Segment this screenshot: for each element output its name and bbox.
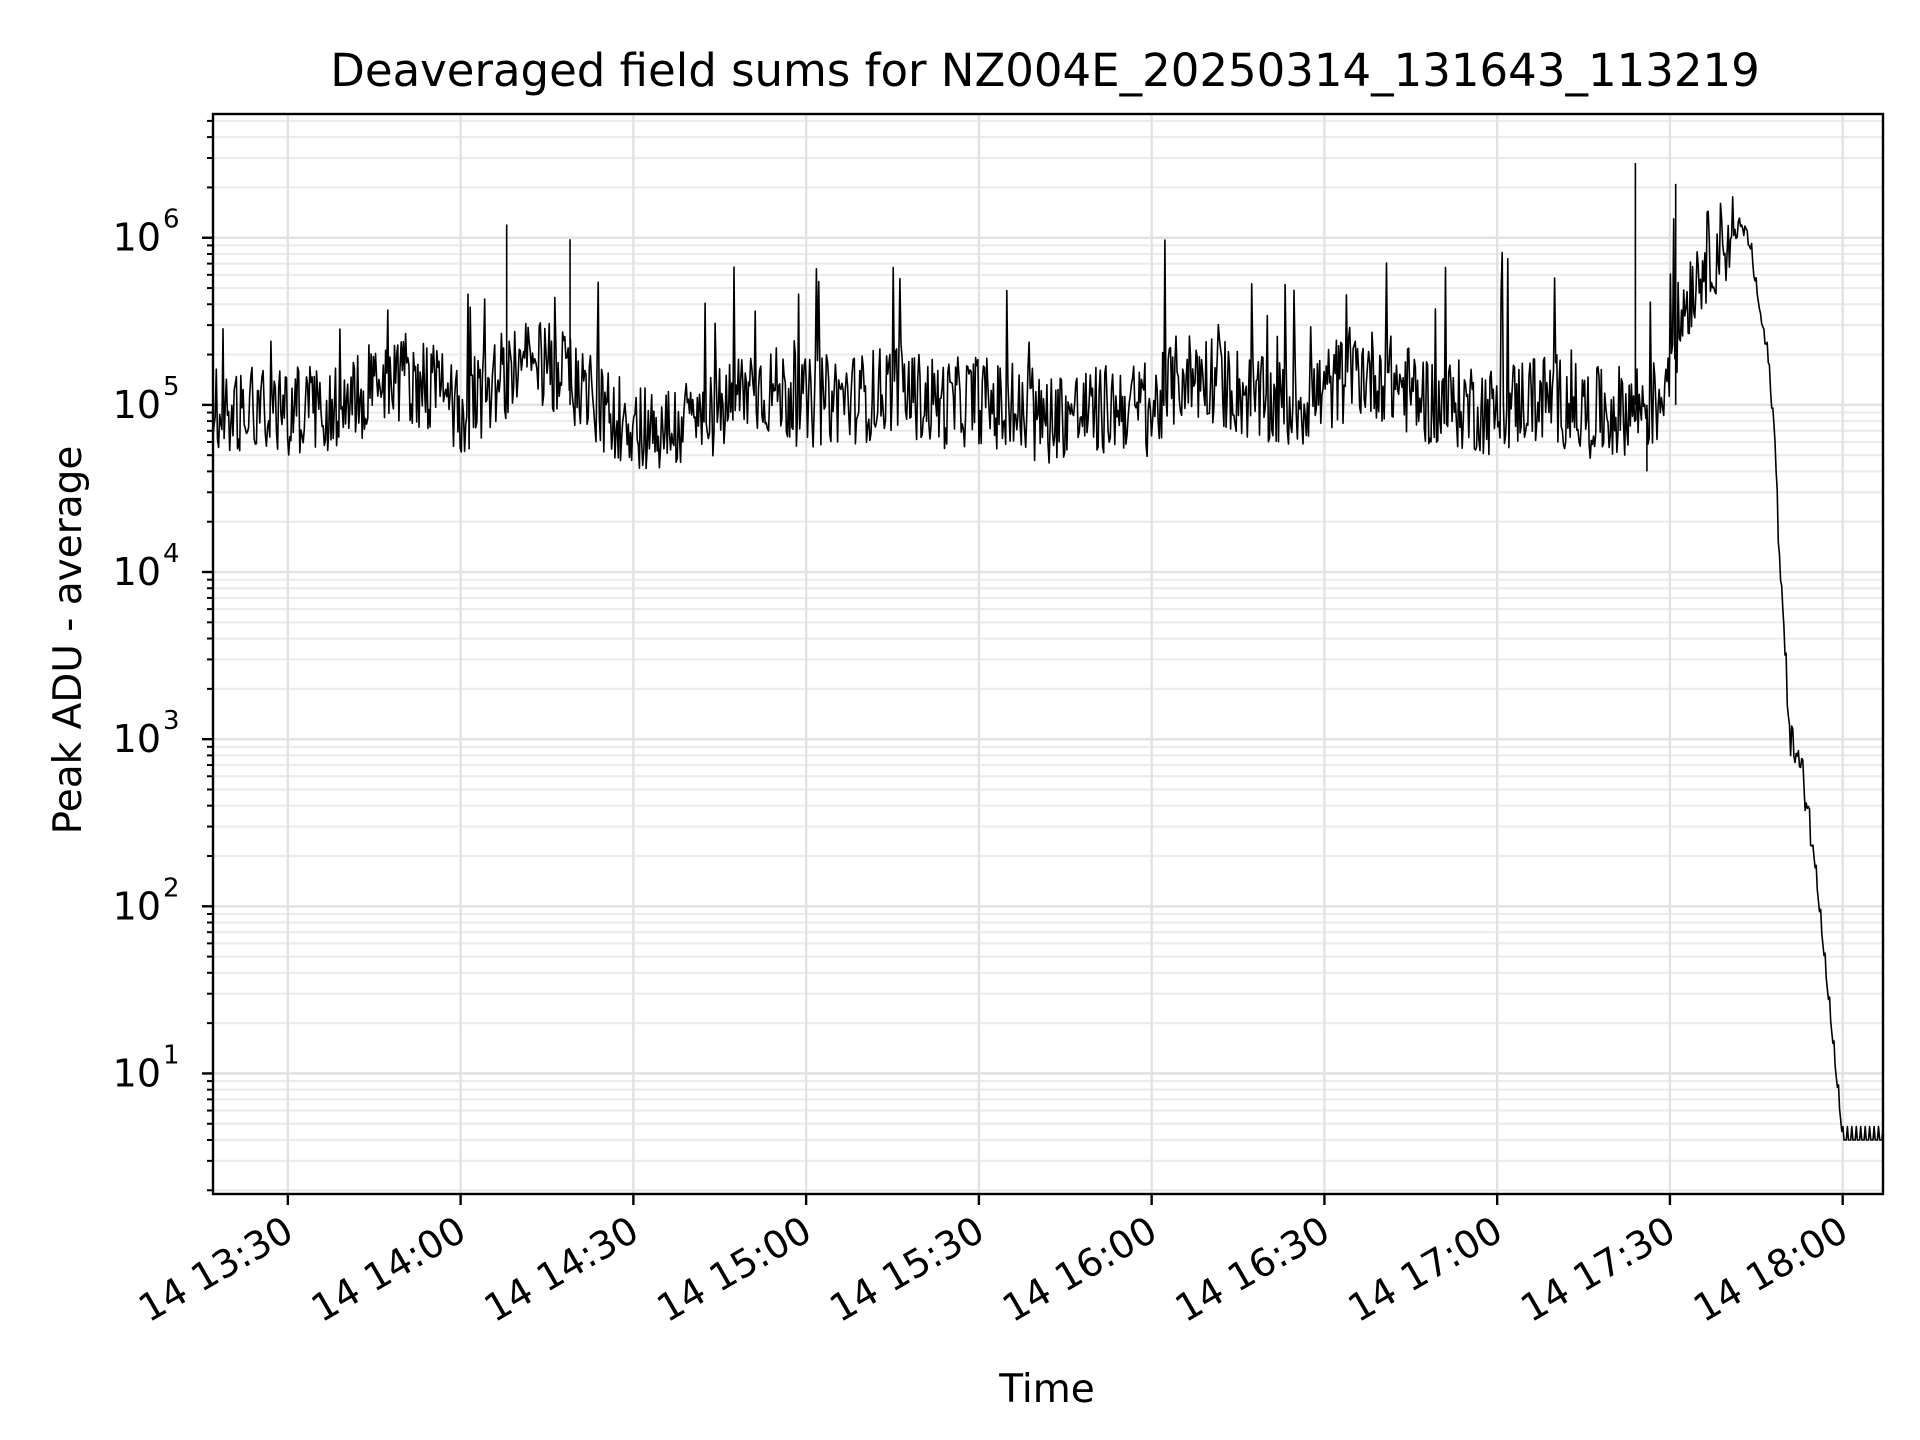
x-tick-label: 14 17:30: [1513, 1208, 1682, 1331]
y-tick-label: 10: [113, 550, 161, 594]
y-tick-exponent: 6: [163, 205, 180, 235]
y-tick-label: 10: [113, 1051, 161, 1095]
x-tick-label: 14 13:30: [131, 1208, 300, 1331]
y-tick-label: 10: [113, 717, 161, 761]
x-tick-label: 14 15:30: [822, 1208, 991, 1331]
x-tick-label: 14 16:30: [1168, 1208, 1337, 1331]
y-tick-exponent: 1: [163, 1040, 180, 1070]
x-axis-label: Time: [998, 1367, 1094, 1412]
y-tick-label: 10: [113, 383, 161, 427]
y-axis-label: Peak ADU - average: [46, 446, 91, 835]
y-tick-label: 10: [113, 216, 161, 260]
x-tick-label: 14 18:00: [1686, 1208, 1855, 1331]
x-tick-label: 14 15:00: [649, 1208, 818, 1331]
y-tick-exponent: 2: [163, 873, 180, 903]
x-tick-label: 14 16:00: [995, 1208, 1164, 1331]
series-line: [212, 196, 1884, 1141]
y-tick-exponent: 3: [163, 706, 180, 736]
y-tick-exponent: 5: [163, 372, 180, 402]
x-tick-label: 14 14:30: [477, 1208, 646, 1331]
plot-frame: [211, 112, 1885, 1196]
x-tick-label: 14 14:00: [304, 1208, 473, 1331]
x-tick-label: 14 17:00: [1340, 1208, 1509, 1331]
series-layer: [212, 163, 1884, 1141]
chart-title: Deaveraged field sums for NZ004E_2025031…: [330, 44, 1759, 97]
grid: [213, 114, 1883, 1194]
y-tick-exponent: 4: [163, 539, 180, 569]
y-tick-label: 10: [113, 884, 161, 928]
